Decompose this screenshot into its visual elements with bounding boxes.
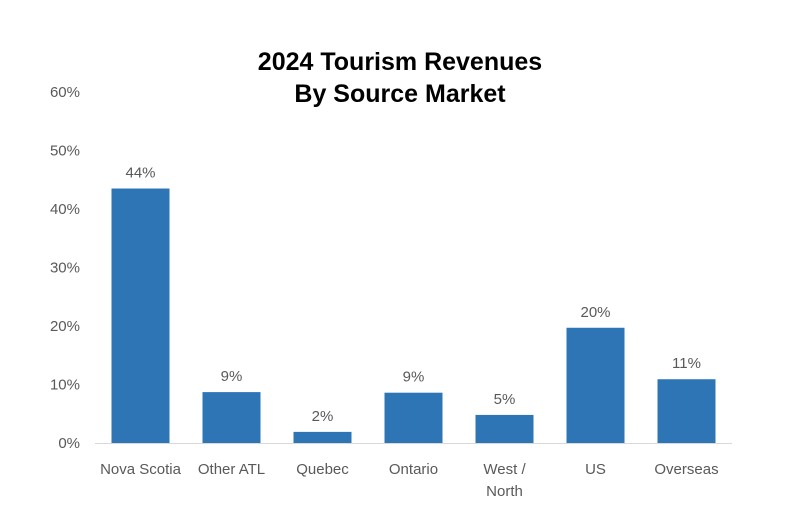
y-tick-label: 30%	[50, 260, 80, 277]
x-tick-label: North	[486, 483, 523, 500]
bar	[657, 379, 716, 443]
chart-title-line-1: 2024 Tourism Revenues	[257, 48, 543, 76]
chart-title: 2024 Tourism Revenues By Source Market	[0, 46, 785, 110]
x-tick-label: Overseas	[654, 461, 718, 478]
x-tick-label: US	[585, 461, 606, 478]
data-label: 9%	[221, 368, 243, 385]
y-tick-label: 0%	[58, 435, 80, 452]
x-tick-label: Ontario	[389, 461, 438, 478]
x-tick-label: West /	[483, 461, 526, 478]
data-label: 5%	[494, 391, 516, 408]
y-tick-label: 20%	[50, 318, 80, 335]
x-tick-label: Nova Scotia	[100, 461, 182, 478]
chart-title-line-2: By Source Market	[294, 80, 506, 108]
data-label: 11%	[672, 355, 701, 372]
data-label: 2%	[312, 408, 334, 425]
data-label: 20%	[580, 304, 610, 321]
bar	[384, 392, 443, 443]
y-tick-label: 50%	[50, 143, 80, 160]
x-tick-label: Quebec	[296, 461, 349, 478]
bar	[111, 188, 170, 443]
y-tick-label: 60%	[50, 84, 80, 101]
y-tick-label: 10%	[50, 377, 80, 394]
data-label: 44%	[125, 165, 155, 182]
bar	[475, 414, 534, 443]
bar	[566, 327, 625, 443]
y-tick-label: 40%	[50, 201, 80, 218]
bar	[293, 431, 352, 443]
x-tick-label: Other ATL	[198, 461, 265, 478]
bar	[202, 392, 261, 443]
data-label: 9%	[403, 369, 425, 386]
